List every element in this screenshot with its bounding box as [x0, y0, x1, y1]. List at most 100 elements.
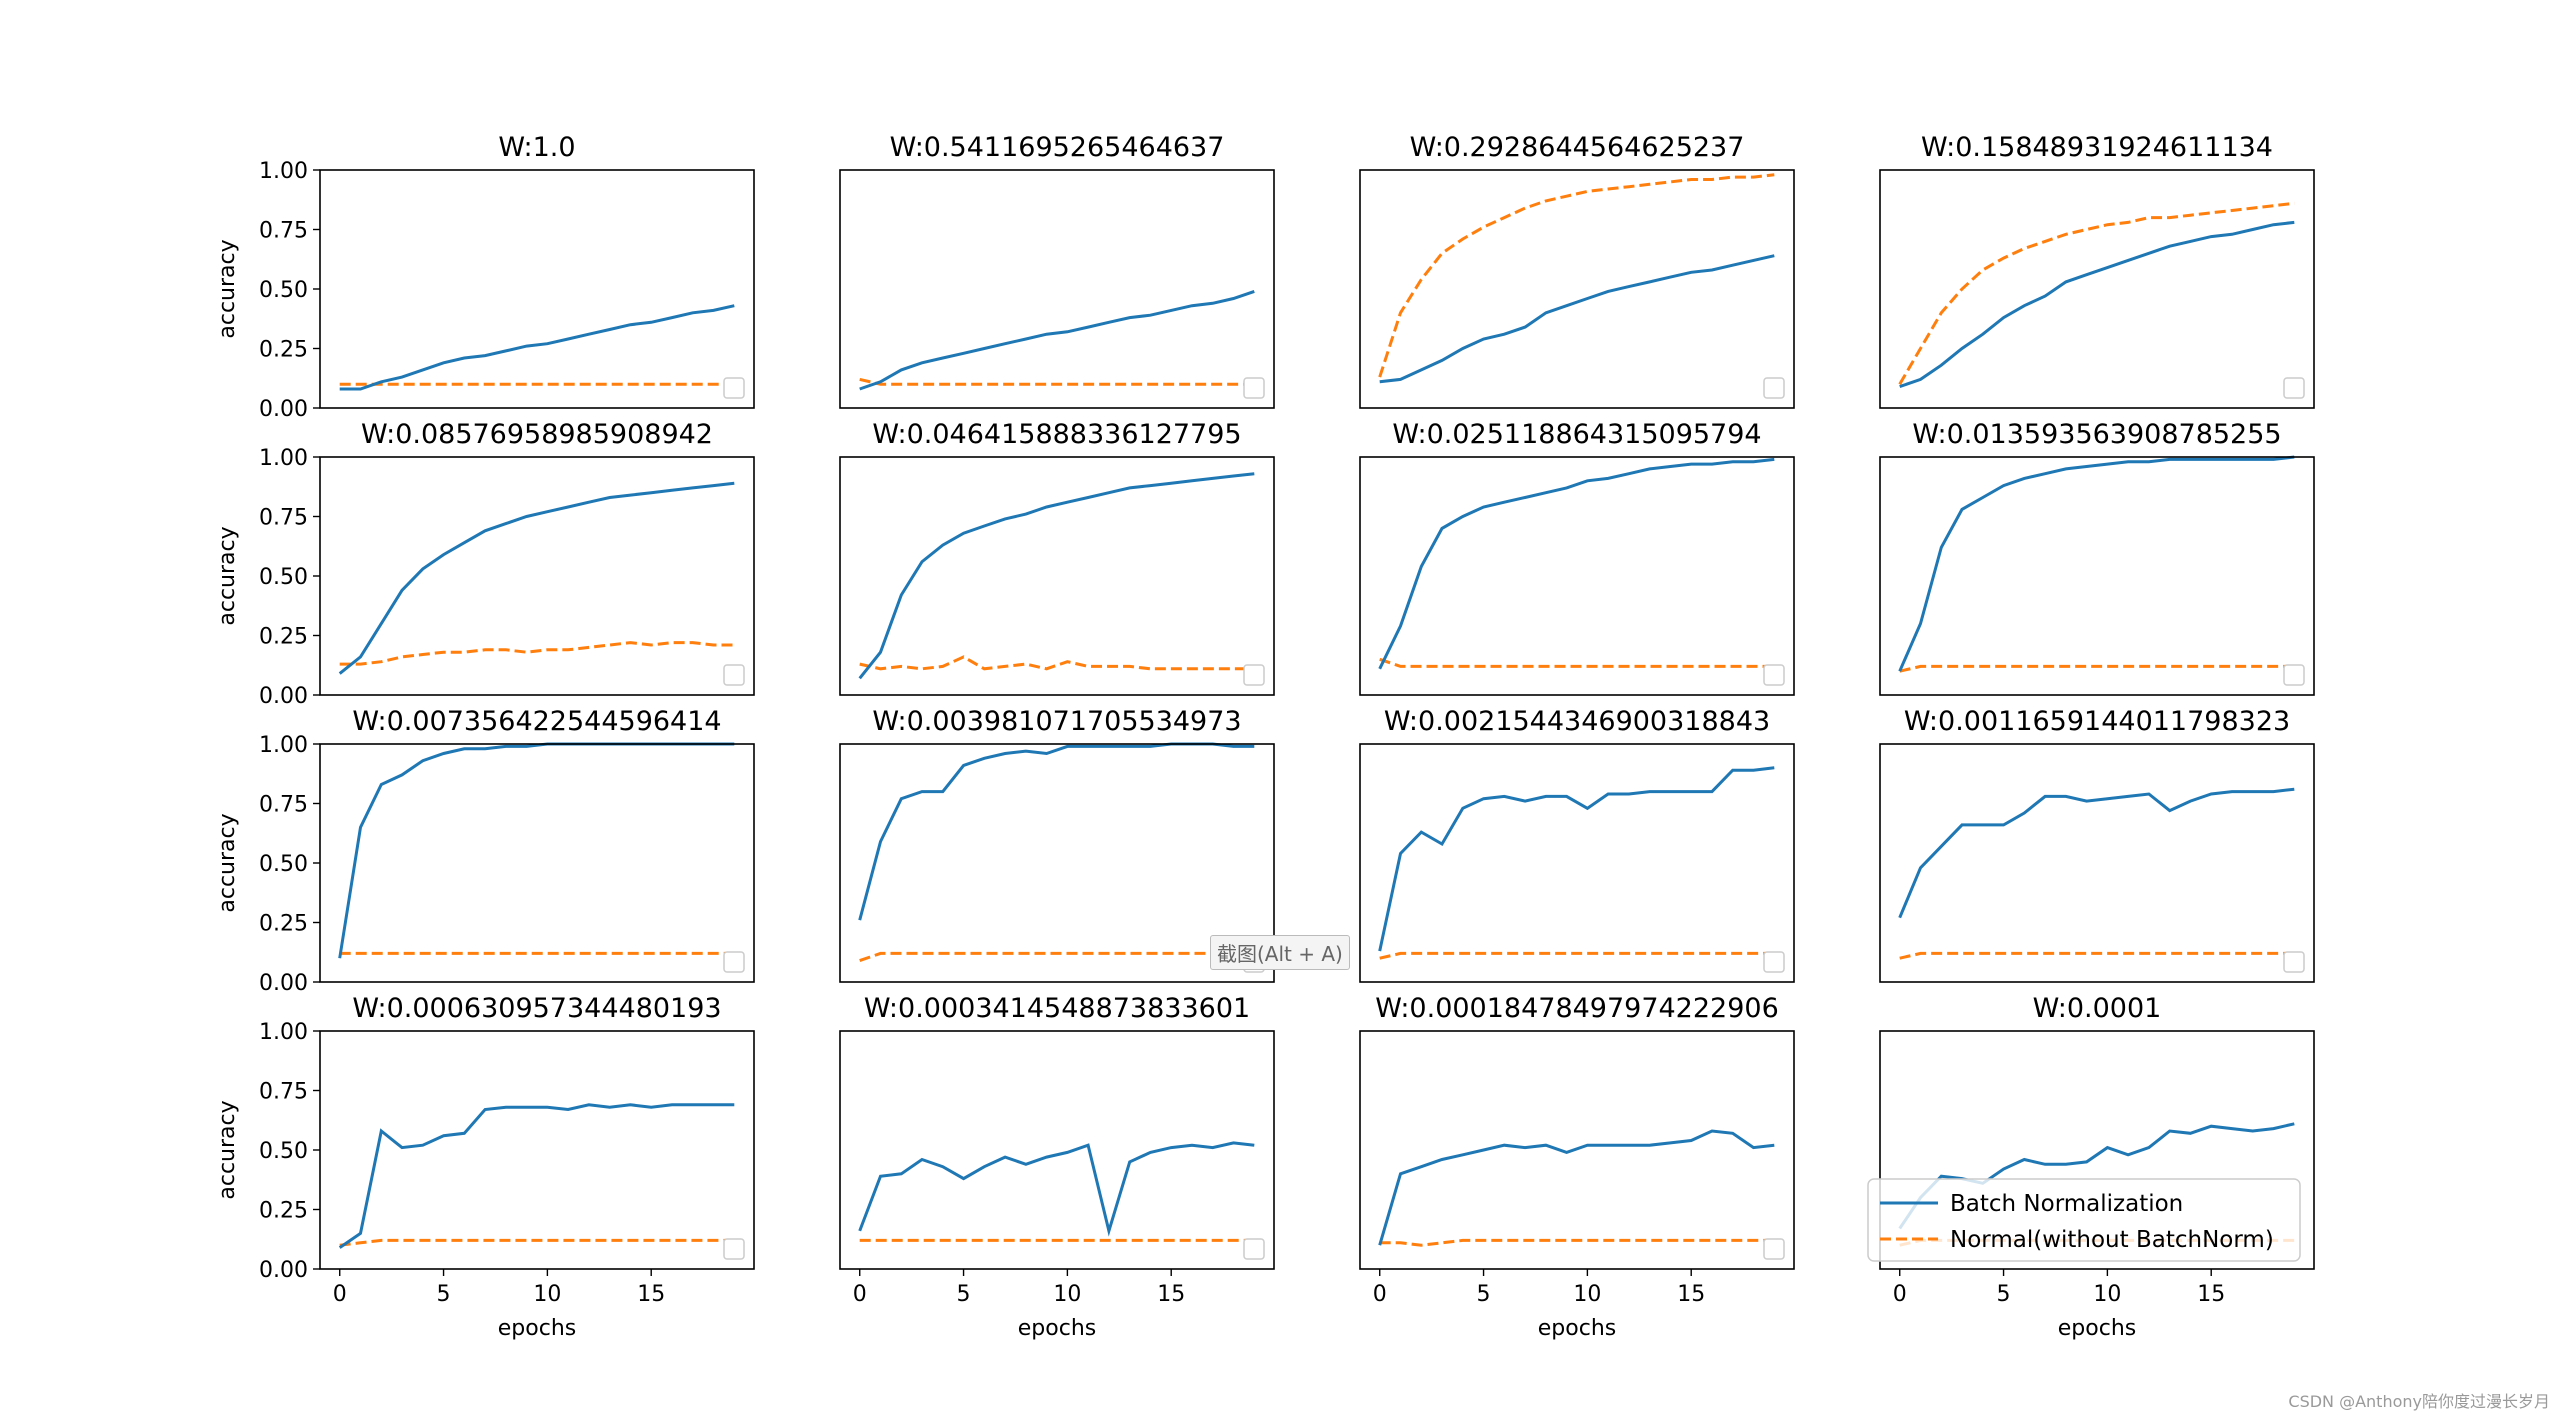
y-tick-label: 0.25	[259, 1199, 308, 1224]
empty-legend-box	[723, 1238, 745, 1260]
y-tick-label: 0.50	[259, 278, 308, 303]
subplot-11: W:0.0021544346900318843	[1359, 706, 1795, 983]
y-tick-label: 0.50	[259, 1139, 308, 1164]
series-bn-line	[338, 481, 735, 675]
axes-frame	[1359, 743, 1795, 983]
subplot-10: W:0.003981071705534973	[839, 706, 1275, 983]
y-tick-label: 0.25	[259, 912, 308, 937]
y-tick-label: 1.00	[259, 446, 308, 471]
subplot-1: W:1.0 0.00 0.25 0.50 0.75 1.00 accuracy	[215, 132, 755, 422]
axes-frame	[1359, 1030, 1795, 1270]
axes-frame	[319, 743, 755, 983]
series-normal-line	[859, 377, 1255, 386]
subplot-9: W:0.007356422544596414 0.00 0.25 0.50 0.75 1.…	[215, 706, 755, 996]
axes-frame	[319, 456, 755, 696]
series-bn-line	[1379, 254, 1775, 384]
x-axis-label: epochs	[498, 1316, 576, 1341]
x-tick-label: 5	[1997, 1282, 2011, 1307]
subplot-12: W:0.0011659144011798323	[1879, 706, 2315, 983]
axes-frame	[1359, 169, 1795, 409]
empty-legend-box	[1763, 664, 1785, 686]
x-tick-label: 0	[333, 1282, 347, 1307]
x-tick-label: 10	[2093, 1282, 2121, 1307]
subplot-title: W:0.007356422544596414	[352, 706, 721, 737]
subplot-4: W:0.15848931924611134	[1879, 132, 2315, 409]
x-tick-label: 15	[1157, 1282, 1185, 1307]
axes-frame	[1879, 743, 2315, 983]
legend-box	[1867, 1178, 2301, 1262]
series-bn-line	[858, 472, 1255, 680]
subplot-14: W:0.0003414548873833601 0 5 10 15 epochs	[839, 993, 1275, 1341]
series-bn-line	[1378, 766, 1775, 952]
empty-legend-box	[1243, 664, 1265, 686]
subplot-13: W:0.000630957344480193 0.00 0.25 0.50 0.75 1.…	[215, 993, 755, 1341]
subplot-title: W:0.0021544346900318843	[1384, 706, 1770, 737]
subplot-title: W:0.000630957344480193	[352, 993, 721, 1024]
series-normal-line	[1379, 1238, 1775, 1247]
screenshot-tooltip: 截图(Alt + A)	[1210, 935, 1350, 970]
series-bn-line	[1898, 787, 2295, 919]
legend: Batch Normalization Normal(without BatchN…	[1867, 1178, 2301, 1262]
empty-legend-box	[1243, 377, 1265, 399]
x-tick-label: 5	[957, 1282, 971, 1307]
legend-normal-label: Normal(without BatchNorm)	[1950, 1227, 2274, 1253]
series-normal-line	[859, 655, 1255, 671]
x-tick-label: 0	[853, 1282, 867, 1307]
subplot-6: W:0.046415888336127795	[839, 419, 1275, 696]
series-bn-line	[1899, 220, 2295, 389]
series-normal-line	[339, 641, 735, 666]
x-tick-label: 15	[637, 1282, 665, 1307]
subplot-title: W:0.025118864315095794	[1392, 419, 1761, 450]
watermark: CSDN @Anthony陪你度过漫长岁月	[2288, 1392, 2550, 1411]
series-normal-line	[1379, 951, 1775, 960]
subplot-title: W:0.5411695265464637	[890, 132, 1225, 163]
empty-legend-box	[723, 377, 745, 399]
subplot-title: W:1.0	[498, 132, 575, 163]
y-tick-label: 0.75	[259, 219, 308, 244]
x-tick-label: 0	[1373, 1282, 1387, 1307]
x-tick-label: 0	[1893, 1282, 1907, 1307]
x-tick-label: 10	[1053, 1282, 1081, 1307]
axes-frame	[1879, 456, 2315, 696]
x-axis-label: epochs	[2058, 1316, 2136, 1341]
x-axis-label: epochs	[1018, 1316, 1096, 1341]
y-tick-label: 0.00	[259, 397, 308, 422]
subplot-title: W:0.08576958985908942	[361, 419, 713, 450]
y-tick-label: 0.75	[259, 1080, 308, 1105]
axes-frame	[1879, 169, 2315, 409]
series-bn-line	[858, 1141, 1255, 1237]
x-tick-label: 10	[1573, 1282, 1601, 1307]
series-normal-line	[1378, 173, 1775, 378]
subplot-2: W:0.5411695265464637	[839, 132, 1275, 409]
y-axis-label: accuracy	[215, 526, 240, 625]
axes-frame	[319, 1030, 755, 1270]
subplot-8: W:0.013593563908785255	[1879, 419, 2315, 696]
empty-legend-box	[2283, 377, 2305, 399]
axes-frame	[319, 169, 755, 409]
series-bn-line	[1378, 457, 1775, 670]
empty-legend-box	[723, 951, 745, 973]
series-bn-line	[859, 289, 1255, 391]
series-bn-line	[1898, 455, 2295, 672]
x-tick-label: 5	[437, 1282, 451, 1307]
subplot-title: W:0.15848931924611134	[1921, 132, 2273, 163]
legend-bn-label: Batch Normalization	[1950, 1191, 2183, 1217]
empty-legend-box	[723, 664, 745, 686]
x-axis-label: epochs	[1538, 1316, 1616, 1341]
empty-legend-box	[1763, 377, 1785, 399]
x-tick-label: 15	[2197, 1282, 2225, 1307]
y-axis-label: accuracy	[215, 239, 240, 338]
empty-legend-box	[2283, 951, 2305, 973]
empty-legend-box	[1243, 1238, 1265, 1260]
y-tick-label: 0.75	[259, 506, 308, 531]
y-tick-label: 0.50	[259, 565, 308, 590]
series-bn-line	[1378, 1129, 1775, 1246]
subplot-title: W:0.0011659144011798323	[1904, 706, 2290, 737]
axes-frame	[1359, 456, 1795, 696]
y-tick-label: 0.00	[259, 1258, 308, 1283]
subplot-5: W:0.08576958985908942 0.00 0.25 0.50 0.75 1.0…	[215, 419, 755, 709]
series-bn-line	[858, 742, 1255, 921]
subplot-title: W:0.00018478497974222906	[1375, 993, 1779, 1024]
subplot-title: W:0.003981071705534973	[872, 706, 1241, 737]
